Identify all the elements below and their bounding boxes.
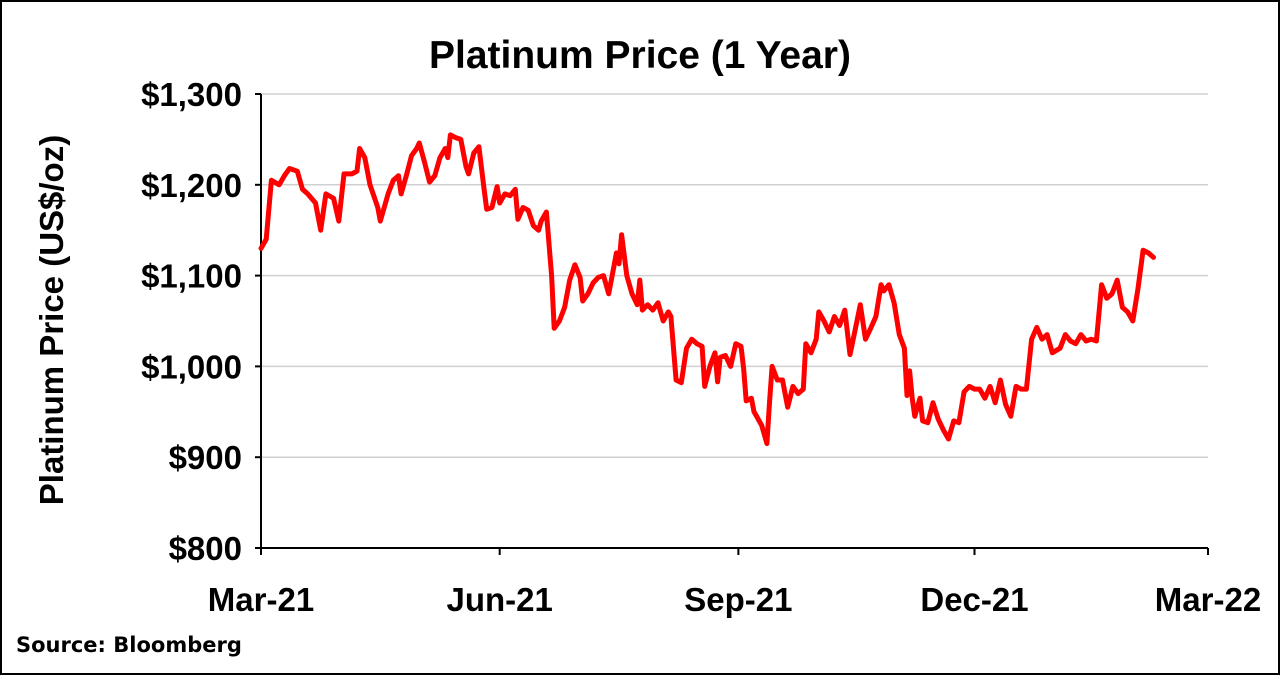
y-tick-labels: $800 $900 $1,000 $1,100 $1,200 $1,300 <box>141 76 242 567</box>
y-tick-label: $900 <box>169 439 242 476</box>
y-tick-label: $1,200 <box>141 167 242 204</box>
gridlines <box>261 93 1208 458</box>
x-tick-label: Mar-22 <box>1155 581 1261 618</box>
x-tick-labels: Mar-21 Jun-21 Sep-21 Dec-21 Mar-22 <box>208 581 1261 618</box>
y-tick-label: $1,100 <box>141 258 242 295</box>
x-tick-label: Jun-21 <box>447 581 553 618</box>
x-tick-label: Dec-21 <box>920 581 1028 618</box>
axes <box>255 93 1209 555</box>
source-note: Source: Bloomberg <box>16 633 242 657</box>
x-tick-label: Mar-21 <box>208 581 314 618</box>
y-tick-label: $1,300 <box>141 76 242 113</box>
x-tick-label: Sep-21 <box>684 581 792 618</box>
y-tick-label: $800 <box>169 530 242 567</box>
series-layer <box>258 132 1156 447</box>
y-tick-label: $1,000 <box>141 348 242 385</box>
series-line-platinum-price <box>258 132 1156 447</box>
chart-title: Platinum Price (1 Year) <box>429 34 851 77</box>
